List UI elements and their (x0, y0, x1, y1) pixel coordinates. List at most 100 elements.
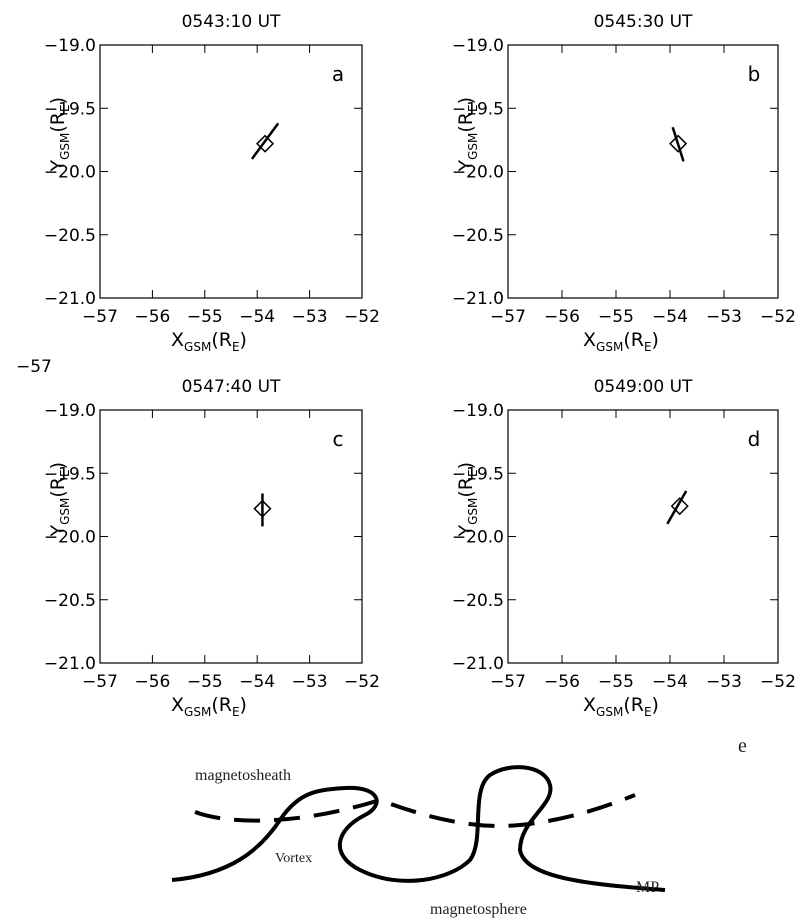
vortex-label: Vortex (275, 851, 312, 866)
x-tick-label: −57 (82, 672, 118, 692)
axis-label-subscript: GSM (184, 340, 211, 354)
axis-label-subscript: E (644, 705, 652, 719)
chart-title: 0547:40 UT (182, 377, 281, 397)
x-tick-label: −56 (544, 672, 580, 692)
axis-label-part: (R (623, 329, 644, 351)
axis-label-part: (R (211, 329, 232, 351)
chart-title: 0549:00 UT (594, 377, 693, 397)
axis-label-part: (R (47, 112, 69, 133)
axis-label: XGSM(RE) (171, 329, 247, 354)
direction-line (667, 491, 686, 524)
x-tick-label: −53 (706, 672, 742, 692)
axis-label-subscript: GSM (58, 133, 72, 160)
axis-label-part: X (171, 329, 184, 351)
x-tick-label: −56 (544, 307, 580, 327)
y-tick-label: −21.0 (452, 654, 504, 674)
axis-label-subscript: E (232, 705, 240, 719)
axis-label-part: Y (47, 160, 69, 173)
panel-label: a (332, 62, 344, 86)
axis-label-part: (R (211, 694, 232, 716)
axis-label-subscript: GSM (184, 705, 211, 719)
axis-label-subscript: GSM (596, 705, 623, 719)
axis-label-part: ) (652, 694, 659, 716)
x-tick-label: −53 (292, 307, 328, 327)
axis-label-subscript: E (58, 104, 72, 112)
y-tick-label: −21.0 (44, 289, 96, 309)
axis-label-part: Y (455, 525, 477, 538)
axis-label-subscript: GSM (466, 133, 480, 160)
chart-panel: 0549:00 UT d −57 −56 −55 −54 −53 −52 −21.0 −20.5 −… (452, 377, 796, 719)
x-tick-label: −53 (706, 307, 742, 327)
plot-frame (508, 45, 778, 298)
axis-label-subscript: E (232, 340, 240, 354)
axis-label-subscript: GSM (466, 498, 480, 525)
x-tick-label: −57 (490, 307, 526, 327)
axis-label-subscript: GSM (596, 340, 623, 354)
y-tick-label: −20.5 (44, 226, 96, 246)
axis-label-subscript: E (466, 104, 480, 112)
x-tick-label: −52 (760, 672, 796, 692)
chart-panel: 0547:40 UT c −57 −56 −55 −54 −53 −52 −21.0 −20.5 −… (44, 377, 380, 719)
axis-label-part: ) (47, 97, 69, 104)
chart-panel: 0545:30 UTb−57−56−55−54−53−52−21.0−20.5−… (452, 12, 796, 354)
x-tick-label: −57 (490, 672, 526, 692)
region-label: magnetosheath (195, 767, 291, 784)
x-tick-label: −55 (187, 672, 223, 692)
x-tick-label: −53 (292, 672, 328, 692)
axis-label-subscript: E (58, 469, 72, 477)
axis-label: XGSM(RE) (583, 329, 659, 354)
stray-label: −57 (16, 357, 52, 377)
x-tick-label: −55 (598, 672, 634, 692)
y-tick-label: −19.0 (44, 36, 96, 56)
axis-label-part: ) (455, 97, 477, 104)
chart-title: 0545:30 UT (594, 12, 693, 32)
axis-label-part: (R (455, 112, 477, 133)
y-tick-label: −19.0 (452, 401, 504, 421)
x-tick-label: −56 (134, 672, 170, 692)
axis-label-part: ) (47, 462, 69, 469)
x-tick-label: −55 (187, 307, 223, 327)
y-tick-label: −21.0 (452, 289, 504, 309)
plot-frame (508, 410, 778, 663)
axis-label-part: Y (455, 160, 477, 173)
region-label: magnetosphere (430, 901, 527, 918)
panel-label: d (748, 427, 761, 451)
x-tick-label: −55 (598, 307, 634, 327)
boundary-curve (172, 767, 665, 890)
panel-label: e (738, 735, 747, 757)
y-tick-label: −20.5 (452, 591, 504, 611)
axis-label-part: X (583, 329, 596, 351)
chart-panel: 0543:10 UT a −57 −56 −55 −54 −53 −52 −21.0 −20.5 −… (44, 12, 380, 354)
y-tick-label: −19.0 (44, 401, 96, 421)
plot-frame (100, 45, 362, 298)
axis-label-part: ) (240, 694, 247, 716)
axis-label-part: (R (47, 477, 69, 498)
x-tick-label: −54 (239, 672, 275, 692)
direction-line (252, 123, 278, 158)
x-tick-label: −52 (344, 672, 380, 692)
axis-label: XGSM(RE) (583, 694, 659, 719)
chart-title: 0543:10 UT (182, 12, 281, 32)
x-tick-label: −54 (652, 672, 688, 692)
axis-label-part: ) (652, 329, 659, 351)
axis-label: XGSM(RE) (171, 694, 247, 719)
x-tick-label: −52 (344, 307, 380, 327)
dashed-curve (195, 795, 635, 826)
x-tick-label: −54 (239, 307, 275, 327)
axis-label-part: X (583, 694, 596, 716)
x-tick-label: −52 (760, 307, 796, 327)
figure: −57 e magnetosheath Vortex magnetosphere… (0, 0, 796, 922)
y-tick-label: −21.0 (44, 654, 96, 674)
axis-label-part: Y (47, 525, 69, 538)
y-tick-label: −20.5 (452, 226, 504, 246)
axis-label-part: (R (623, 694, 644, 716)
axis-label-subscript: GSM (58, 498, 72, 525)
y-tick-label: −20.5 (44, 591, 96, 611)
plot-frame (100, 410, 362, 663)
axis-label-part: (R (455, 477, 477, 498)
x-tick-label: −57 (82, 307, 118, 327)
x-tick-label: −56 (134, 307, 170, 327)
axis-label-part: X (171, 694, 184, 716)
panel-label: c (333, 427, 344, 451)
axis-label-part: ) (240, 329, 247, 351)
